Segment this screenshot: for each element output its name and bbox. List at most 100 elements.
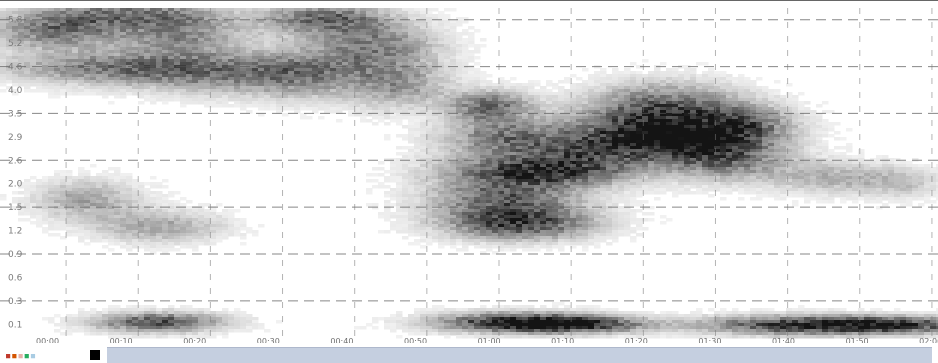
heatmap-cell: [744, 131, 751, 135]
heatmap-cell: [654, 146, 661, 150]
heatmap-cell: [444, 23, 451, 27]
heatmap-cell: [768, 122, 775, 126]
heatmap-cell: [462, 74, 469, 78]
heatmap-cell: [384, 35, 391, 39]
heatmap-cell: [228, 59, 235, 63]
heatmap-cell: [54, 17, 61, 21]
heatmap-cell: [72, 80, 79, 84]
heatmap-cell: [876, 161, 883, 165]
heatmap-cell: [396, 170, 403, 174]
heatmap-cell: [414, 74, 421, 78]
heatmap-cell: [252, 41, 259, 45]
heatmap-cell: [642, 125, 649, 129]
heatmap-cell: [138, 38, 145, 42]
heatmap-cell: [708, 170, 715, 174]
heatmap-cell: [444, 173, 451, 177]
heatmap-cell: [42, 23, 49, 27]
heatmap-cell: [48, 38, 55, 42]
heatmap-cell: [702, 125, 709, 129]
heatmap-cell: [576, 89, 583, 93]
heatmap-cell: [684, 152, 691, 156]
heatmap-cell: [726, 173, 733, 177]
heatmap-cell: [492, 89, 499, 93]
heatmap-cell: [660, 89, 667, 93]
heatmap-cell: [258, 83, 265, 87]
heatmap-cell: [450, 170, 457, 174]
heatmap-cell: [36, 17, 43, 21]
heatmap-cell: [264, 17, 271, 21]
heatmap-cell: [60, 14, 67, 18]
heatmap-cell: [510, 152, 517, 156]
heatmap-cell: [360, 29, 367, 33]
heatmap-cell: [330, 47, 337, 51]
heatmap-cell: [408, 104, 415, 108]
heatmap-cell: [828, 134, 835, 138]
heatmap-cell: [546, 110, 553, 114]
heatmap-cell: [588, 74, 595, 78]
heatmap-cell: [708, 101, 715, 105]
heatmap-cell: [408, 44, 415, 48]
heatmap-cell: [528, 92, 535, 96]
heatmap-cell: [48, 23, 55, 27]
heatmap-cell: [402, 89, 409, 93]
heatmap-cell: [18, 59, 25, 63]
heatmap-cell: [708, 137, 715, 141]
heatmap-cell: [636, 134, 643, 138]
heatmap-cell: [414, 47, 421, 51]
heatmap-cell: [552, 95, 559, 99]
heatmap-cell: [360, 104, 367, 108]
heatmap-cell: [522, 164, 529, 168]
heatmap-cell: [486, 98, 493, 102]
heatmap-cell: [210, 80, 217, 84]
heatmap-cell: [84, 38, 91, 42]
heatmap-cell: [252, 89, 259, 93]
heatmap-cell: [30, 35, 37, 39]
heatmap-cell: [282, 62, 289, 66]
heatmap-cell: [372, 80, 379, 84]
heatmap-cell: [588, 170, 595, 174]
heatmap-cell: [42, 38, 49, 42]
heatmap-cell: [516, 92, 523, 96]
heatmap-cell: [708, 149, 715, 153]
heatmap-cell: [276, 59, 283, 63]
heatmap-cell: [744, 110, 751, 114]
heatmap-cell: [342, 80, 349, 84]
heatmap-cell: [486, 80, 493, 84]
heatmap-cell: [72, 11, 79, 15]
heatmap-cell: [696, 77, 703, 81]
heatmap-cell: [654, 143, 661, 147]
heatmap-cell: [792, 167, 799, 171]
heatmap-cell: [384, 23, 391, 27]
heatmap-cell: [138, 47, 145, 51]
heatmap-cell: [240, 20, 247, 24]
heatmap-cell: [390, 68, 397, 72]
heatmap-cell: [420, 98, 427, 102]
heatmap-cell: [474, 101, 481, 105]
heatmap-cell: [66, 59, 73, 63]
heatmap-cell: [768, 173, 775, 177]
heatmap-cell: [432, 140, 439, 144]
heatmap-cell: [96, 29, 103, 33]
heatmap-cell: [594, 116, 601, 120]
heatmap-cell: [804, 134, 811, 138]
heatmap-cell: [726, 167, 733, 171]
heatmap-cell: [150, 47, 157, 51]
heatmap-cell: [804, 149, 811, 153]
heatmap-cell: [408, 173, 415, 177]
heatmap-cell: [570, 107, 577, 111]
heatmap-cell: [420, 167, 427, 171]
heatmap-cell: [474, 62, 481, 66]
heatmap-cell: [714, 134, 721, 138]
heatmap-cell: [432, 146, 439, 150]
heatmap-cell: [762, 128, 769, 132]
heatmap-cell: [630, 80, 637, 84]
heatmap-cell: [288, 26, 295, 30]
heatmap-cell: [612, 83, 619, 87]
heatmap-cell: [288, 89, 295, 93]
heatmap-cell: [570, 164, 577, 168]
heatmap-cell: [144, 23, 151, 27]
heatmap-cell: [18, 53, 25, 57]
heatmap-cell: [204, 62, 211, 66]
heatmap-cell: [564, 176, 571, 180]
heatmap-cell: [636, 80, 643, 84]
